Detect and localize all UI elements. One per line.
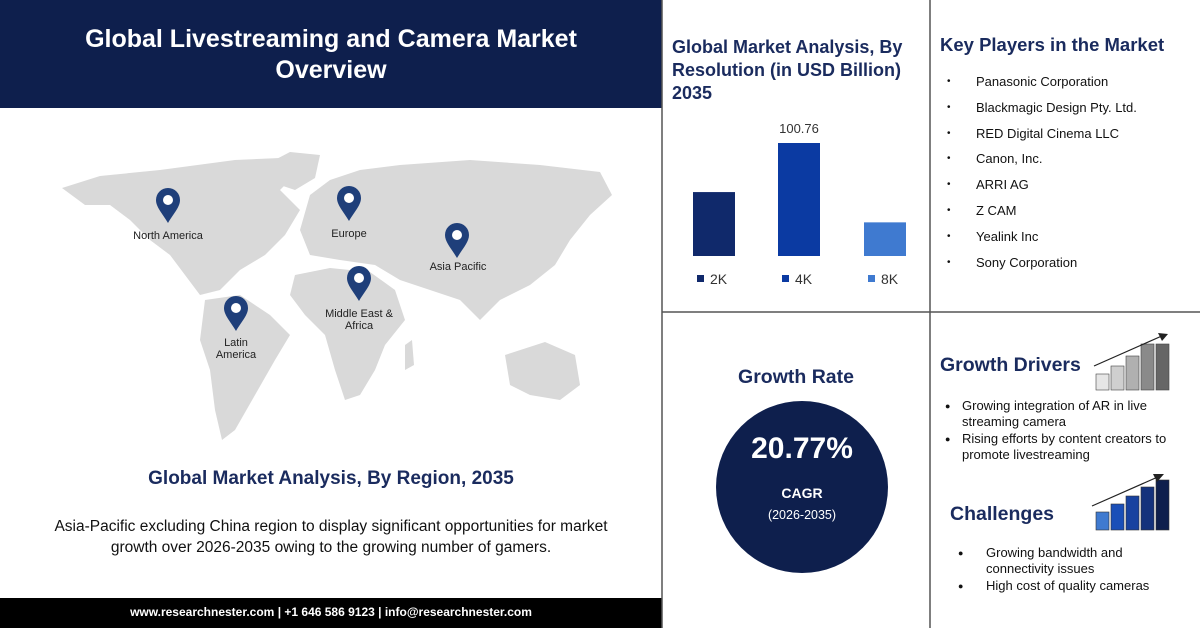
legend-label: 4K	[795, 271, 813, 287]
key-player: Panasonic Corporation	[947, 74, 1137, 100]
cagr-label: CAGR	[781, 485, 822, 501]
value-label: 100.76	[779, 121, 819, 136]
header-band	[0, 0, 662, 108]
continent	[62, 158, 300, 295]
map-pin	[156, 188, 180, 223]
key-player: RED Digital Cinema LLC	[947, 126, 1137, 152]
growth-drivers-list: Growing integration of AR in live stream…	[945, 398, 1192, 464]
pin-hole	[452, 230, 462, 240]
continent	[265, 152, 320, 190]
challenge: High cost of quality cameras	[958, 578, 1186, 594]
pin-hole	[354, 273, 364, 283]
challenge: Growing bandwidth and connectivity issue…	[958, 545, 1186, 577]
growth-rate-title: Growth Rate	[738, 366, 854, 388]
legend-label: 8K	[881, 271, 899, 287]
key-player: ARRI AG	[947, 177, 1137, 203]
cagr-circle	[716, 401, 888, 573]
cagr-badge: 20.77% CAGR (2026-2035)	[716, 401, 888, 573]
world-map	[62, 152, 612, 440]
footer-band	[0, 598, 662, 628]
footer-contact: www.researchnester.com | +1 646 586 9123…	[130, 605, 532, 619]
key-players-list: Panasonic CorporationBlackmagic Design P…	[947, 74, 1137, 281]
key-player: Blackmagic Design Pty. Ltd.	[947, 100, 1137, 126]
growth-driver: Growing integration of AR in live stream…	[945, 398, 1192, 430]
map-pin	[445, 223, 469, 258]
region-label: Asia Pacific	[429, 261, 487, 273]
continent	[405, 340, 414, 370]
key-player: Sony Corporation	[947, 255, 1137, 281]
legend-swatch	[868, 275, 875, 282]
chart-title: Global Market Analysis, By Resolution (i…	[672, 37, 903, 103]
legend-swatch	[697, 275, 704, 282]
key-player: Yealink Inc	[947, 229, 1137, 255]
challenges-title: Challenges	[950, 503, 1055, 525]
continent	[505, 342, 580, 400]
key-player: Z CAM	[947, 203, 1137, 229]
pin-hole	[344, 193, 354, 203]
region-description: Asia-Pacific excluding China region to d…	[54, 518, 608, 556]
cagr-value: 20.77%	[751, 432, 853, 465]
key-player: Canon, Inc.	[947, 151, 1137, 177]
pin-hole	[231, 303, 241, 313]
region-label: North America	[133, 230, 203, 242]
cagr-period: (2026-2035)	[768, 508, 836, 522]
continent	[290, 268, 405, 400]
challenges-list: Growing bandwidth and connectivity issue…	[958, 545, 1186, 595]
bar	[864, 222, 906, 256]
pin-hole	[163, 195, 173, 205]
challenges-icon	[1091, 474, 1170, 531]
map-pin	[224, 296, 248, 331]
region-label: Middle East & Africa	[325, 308, 393, 332]
bar	[693, 192, 735, 256]
bar	[778, 143, 820, 256]
region-title: Global Market Analysis, By Region, 2035	[148, 468, 514, 489]
growth-drivers-title: Growth Drivers	[940, 354, 1081, 376]
continent	[200, 295, 290, 440]
growth-driver: Rising efforts by content creators to pr…	[945, 431, 1192, 463]
legend-label: 2K	[710, 271, 728, 287]
map-pin	[347, 266, 371, 301]
region-label: Latin America	[215, 337, 257, 361]
header-title: Global Livestreaming and Camera Market O…	[85, 25, 577, 84]
growth-icon	[1093, 333, 1170, 391]
map-pin	[337, 186, 361, 221]
legend-swatch	[782, 275, 789, 282]
bar-chart: 2K 100.76 4K 8K	[693, 121, 906, 287]
key-players-title: Key Players in the Market	[940, 34, 1165, 55]
region-label: Europe	[331, 228, 367, 240]
